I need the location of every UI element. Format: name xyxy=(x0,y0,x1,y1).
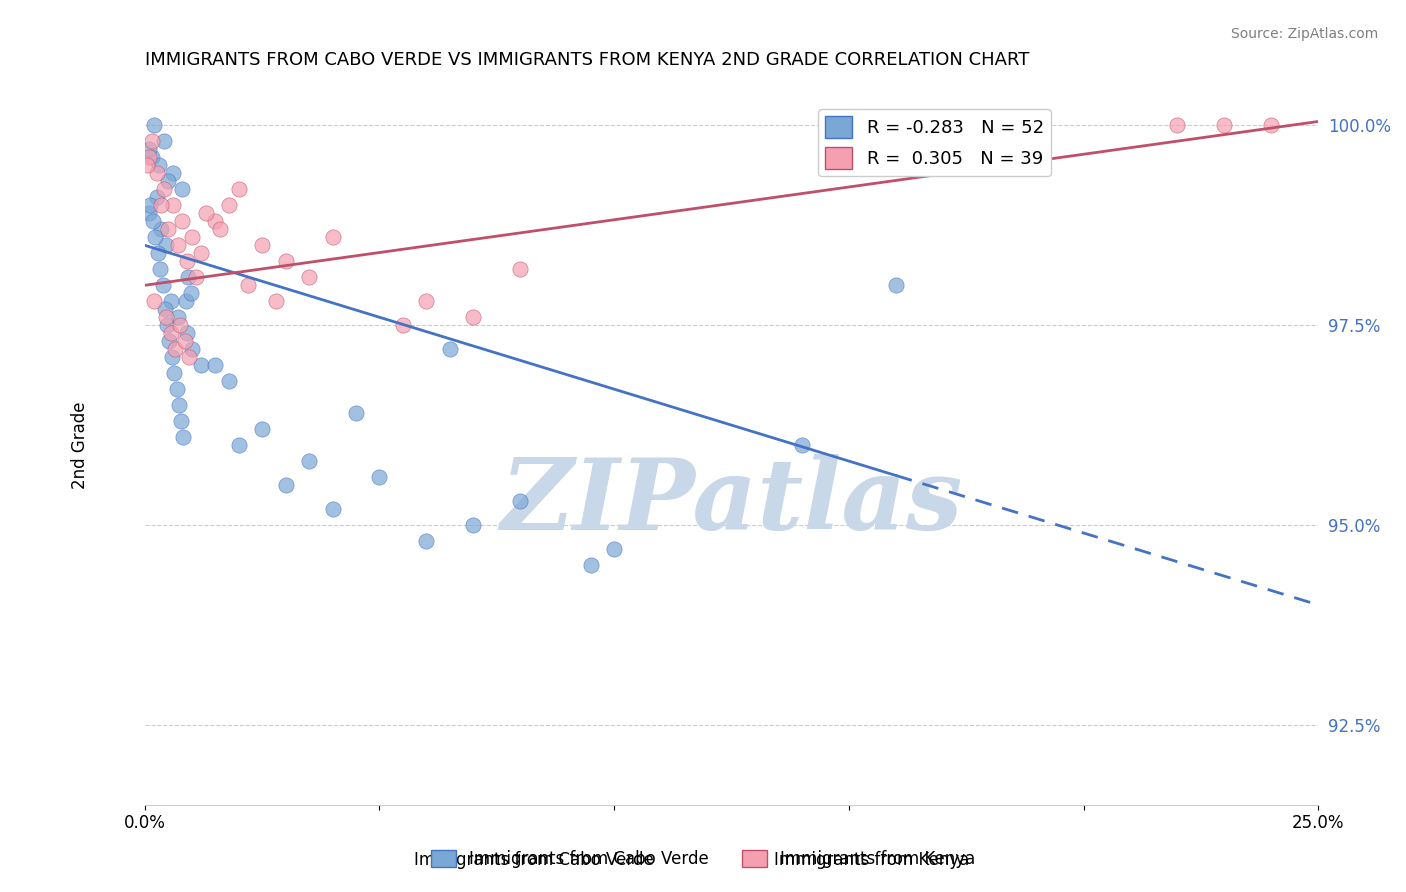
Point xyxy=(163,366,186,380)
Point xyxy=(160,350,183,364)
Point xyxy=(415,533,437,548)
Point xyxy=(228,182,250,196)
Point xyxy=(186,270,208,285)
Text: Immigrants from Kenya: Immigrants from Kenya xyxy=(775,851,969,869)
Point xyxy=(146,246,169,260)
Point xyxy=(180,230,202,244)
Point xyxy=(169,318,191,333)
Point xyxy=(1166,119,1188,133)
Point xyxy=(177,270,200,285)
Point xyxy=(509,494,531,508)
Point xyxy=(152,182,174,196)
Point xyxy=(156,318,179,333)
Point xyxy=(176,326,198,341)
Point xyxy=(1213,119,1236,133)
Point xyxy=(136,158,159,172)
Point xyxy=(152,135,174,149)
Legend: R = -0.283   N = 52, R =  0.305   N = 39: R = -0.283 N = 52, R = 0.305 N = 39 xyxy=(818,109,1052,177)
Point xyxy=(228,438,250,452)
Point xyxy=(172,430,194,444)
Point xyxy=(143,230,166,244)
Point xyxy=(148,158,170,172)
Point xyxy=(138,206,160,220)
Point xyxy=(190,358,212,372)
Point xyxy=(180,342,202,356)
Point xyxy=(172,214,194,228)
Point xyxy=(250,238,273,252)
Point xyxy=(218,374,240,388)
Point xyxy=(174,294,197,309)
Point xyxy=(141,150,163,164)
Point xyxy=(204,358,226,372)
Point xyxy=(322,502,344,516)
Point xyxy=(884,278,907,293)
Point xyxy=(141,135,163,149)
Point xyxy=(162,198,184,212)
Point xyxy=(439,342,461,356)
Y-axis label: 2nd Grade: 2nd Grade xyxy=(72,401,89,489)
Point xyxy=(138,143,160,157)
Point xyxy=(138,150,160,164)
Point xyxy=(139,198,162,212)
Text: Source: ZipAtlas.com: Source: ZipAtlas.com xyxy=(1230,27,1378,41)
Point xyxy=(162,166,184,180)
Point xyxy=(264,294,287,309)
Point xyxy=(603,541,626,556)
Point xyxy=(208,222,231,236)
Point xyxy=(579,558,602,572)
Point xyxy=(159,294,181,309)
Point xyxy=(157,222,180,236)
Point xyxy=(194,206,217,220)
Point xyxy=(509,262,531,277)
Point xyxy=(143,294,166,309)
Point xyxy=(415,294,437,309)
Point xyxy=(166,238,188,252)
Legend: Immigrants from Cabo Verde, Immigrants from Kenya: Immigrants from Cabo Verde, Immigrants f… xyxy=(423,843,983,875)
Text: Immigrants from Cabo Verde: Immigrants from Cabo Verde xyxy=(415,851,654,869)
Point xyxy=(236,278,259,293)
Point xyxy=(153,302,176,317)
Point xyxy=(218,198,240,212)
Point xyxy=(392,318,415,333)
Point xyxy=(322,230,344,244)
Point xyxy=(790,438,813,452)
Point xyxy=(143,119,166,133)
Point xyxy=(176,254,198,268)
Text: ZIPatlas: ZIPatlas xyxy=(501,454,963,551)
Point xyxy=(180,286,202,301)
Point xyxy=(298,270,321,285)
Point xyxy=(274,254,297,268)
Point xyxy=(145,190,167,204)
Point xyxy=(159,326,181,341)
Point xyxy=(150,222,173,236)
Point xyxy=(274,478,297,492)
Point xyxy=(190,246,212,260)
Point xyxy=(152,278,174,293)
Point xyxy=(142,214,165,228)
Point xyxy=(344,406,367,420)
Point xyxy=(157,334,180,349)
Point xyxy=(150,198,173,212)
Point xyxy=(165,342,187,356)
Point xyxy=(149,262,172,277)
Point xyxy=(172,182,194,196)
Point xyxy=(368,470,391,484)
Point xyxy=(155,310,177,325)
Point xyxy=(298,454,321,468)
Point xyxy=(167,398,190,412)
Point xyxy=(155,238,177,252)
Point xyxy=(179,350,201,364)
Point xyxy=(173,334,195,349)
Point xyxy=(1260,119,1282,133)
Point xyxy=(463,310,485,325)
Point xyxy=(204,214,226,228)
Point xyxy=(166,310,188,325)
Point xyxy=(463,518,485,533)
Point xyxy=(157,174,180,188)
Point xyxy=(166,382,188,396)
Point xyxy=(250,422,273,436)
Point xyxy=(170,414,193,428)
Text: IMMIGRANTS FROM CABO VERDE VS IMMIGRANTS FROM KENYA 2ND GRADE CORRELATION CHART: IMMIGRANTS FROM CABO VERDE VS IMMIGRANTS… xyxy=(145,51,1029,69)
Point xyxy=(145,166,167,180)
